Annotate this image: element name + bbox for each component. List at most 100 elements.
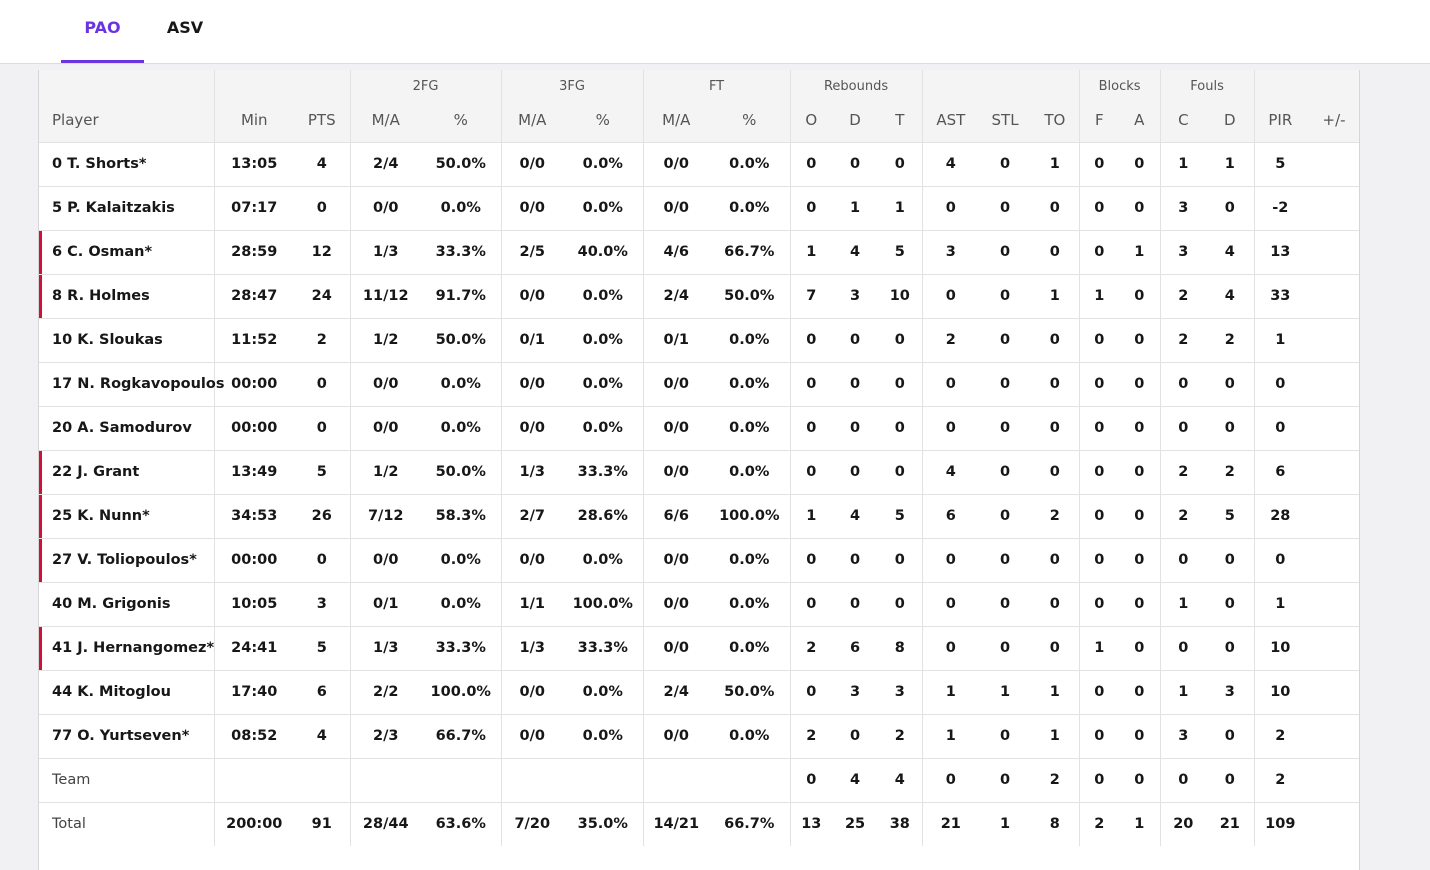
cell-pir: 33 bbox=[1253, 274, 1307, 318]
cell-stl: 0 bbox=[1000, 288, 1011, 304]
tab-pao[interactable]: PAO bbox=[61, 0, 144, 63]
cell-pts: 4 bbox=[316, 156, 327, 172]
cell-reb-t: 0 bbox=[894, 156, 905, 172]
cell-pir: 109 bbox=[1253, 802, 1307, 846]
cell-3fg-ma: 2/5 bbox=[500, 230, 564, 274]
cell-3fg-pct bbox=[563, 758, 643, 802]
cell-player[interactable]: 40 M. Grigonis bbox=[52, 596, 171, 612]
cell-pir: 5 bbox=[1253, 142, 1307, 186]
cell-stl: 0 bbox=[1000, 156, 1011, 172]
cell-2fg-ma: 1/3 bbox=[349, 626, 421, 670]
cell-plus-minus bbox=[1306, 318, 1359, 362]
column-header-stl: STL bbox=[991, 110, 1019, 129]
cell-blk-a: 0 bbox=[1134, 332, 1145, 348]
cell-2fg-pct: 58.3% bbox=[435, 508, 486, 524]
cell-ft-ma: 2/4 bbox=[642, 670, 710, 714]
cell-pts: 0 bbox=[316, 420, 327, 436]
cell-2fg-pct: 33.3% bbox=[435, 640, 486, 656]
column-header-reb-t: T bbox=[895, 110, 905, 129]
cell-ft-ma: 0/0 bbox=[642, 142, 710, 186]
column-header-ft-ma: M/A bbox=[642, 102, 710, 142]
column-header-3fg-ma: M/A bbox=[500, 102, 564, 142]
cell-player[interactable]: 10 K. Sloukas bbox=[52, 332, 163, 348]
cell-to: 0 bbox=[1049, 596, 1060, 612]
cell-pts: 0 bbox=[316, 376, 327, 392]
cell-min: 08:52 bbox=[213, 714, 294, 758]
player-row: 44 K. Mitoglou 17:40 6 2/2 100.0% 0/0 0.0% 2/4 5… bbox=[39, 670, 1359, 714]
cell-pir: 1 bbox=[1253, 582, 1307, 626]
cell-blk-a: 0 bbox=[1134, 288, 1145, 304]
tab-asv[interactable]: ASV bbox=[166, 18, 204, 37]
cell-player[interactable]: 41 J. Hernangomez* bbox=[39, 626, 214, 670]
cell-player[interactable]: 44 K. Mitoglou bbox=[52, 684, 171, 700]
boxscore-table: 2FG 3FG FT Rebounds Blocks Fouls Player … bbox=[39, 70, 1359, 846]
cell-2fg-pct: 0.0% bbox=[440, 376, 481, 392]
cell-2fg-ma: 2/3 bbox=[349, 714, 421, 758]
cell-ast: 2 bbox=[921, 318, 980, 362]
cell-blk-a: 0 bbox=[1134, 596, 1145, 612]
cell-to: 1 bbox=[1049, 728, 1060, 744]
cell-player[interactable]: 0 T. Shorts* bbox=[52, 156, 147, 172]
cell-reb-d: 25 bbox=[844, 816, 866, 833]
cell-stl: 0 bbox=[1000, 332, 1011, 348]
cell-stl: 0 bbox=[1000, 552, 1011, 568]
cell-player[interactable]: 6 C. Osman* bbox=[39, 230, 214, 274]
cell-player[interactable]: 22 J. Grant bbox=[39, 450, 214, 494]
cell-to: 0 bbox=[1049, 552, 1060, 568]
cell-pts: 2 bbox=[316, 332, 327, 348]
cell-to: 0 bbox=[1049, 244, 1060, 260]
cell-stl: 0 bbox=[1000, 772, 1011, 788]
boxscore-card: 2FG 3FG FT Rebounds Blocks Fouls Player … bbox=[38, 70, 1360, 870]
cell-2fg-ma: 11/12 bbox=[349, 274, 421, 318]
cell-ft-pct: 0.0% bbox=[729, 552, 770, 568]
cell-ast: 3 bbox=[921, 230, 980, 274]
cell-min: 200:00 bbox=[213, 802, 294, 846]
cell-blk-a: 0 bbox=[1134, 156, 1145, 172]
cell-ft-ma: 0/0 bbox=[642, 538, 710, 582]
cell-3fg-pct: 0.0% bbox=[582, 420, 623, 436]
cell-2fg-ma: 1/2 bbox=[349, 318, 421, 362]
cell-ast: 0 bbox=[921, 538, 980, 582]
cell-pts bbox=[294, 758, 350, 802]
cell-min: 24:41 bbox=[213, 626, 294, 670]
player-row: 20 A. Samodurov 00:00 0 0/0 0.0% 0/0 0.0% 0/0 0.… bbox=[39, 406, 1359, 450]
cell-to: 2 bbox=[1049, 772, 1060, 788]
cell-pts: 26 bbox=[311, 508, 332, 524]
column-header-plus-minus: +/- bbox=[1322, 110, 1346, 129]
cell-3fg-ma: 0/0 bbox=[500, 406, 564, 450]
cell-min: 28:47 bbox=[213, 274, 294, 318]
cell-blk-f: 1 bbox=[1078, 274, 1120, 318]
cell-to: 0 bbox=[1049, 332, 1060, 348]
cell-plus-minus bbox=[1306, 142, 1359, 186]
cell-pts: 6 bbox=[316, 684, 327, 700]
cell-stl: 0 bbox=[1000, 376, 1011, 392]
cell-reb-d: 0 bbox=[850, 332, 861, 348]
cell-player[interactable]: 17 N. Rogkavopoulos bbox=[52, 376, 225, 392]
cell-plus-minus bbox=[1306, 406, 1359, 450]
cell-min: 13:49 bbox=[213, 450, 294, 494]
cell-blk-f: 0 bbox=[1078, 318, 1120, 362]
column-header-3fg-pct: % bbox=[595, 110, 610, 129]
cell-ft-ma: 0/0 bbox=[642, 714, 710, 758]
cell-player[interactable]: 27 V. Toliopoulos* bbox=[39, 538, 214, 582]
cell-player[interactable]: 8 R. Holmes bbox=[39, 274, 214, 318]
cell-player[interactable]: 25 K. Nunn* bbox=[39, 494, 214, 538]
cell-reb-o: 0 bbox=[789, 362, 833, 406]
cell-2fg-ma: 0/0 bbox=[349, 538, 421, 582]
cell-ft-pct: 0.0% bbox=[729, 640, 770, 656]
cell-player[interactable]: 77 O. Yurtseven* bbox=[52, 728, 190, 744]
cell-reb-d: 4 bbox=[850, 508, 861, 524]
cell-player[interactable]: 5 P. Kalaitzakis bbox=[52, 200, 175, 216]
cell-reb-t: 1 bbox=[894, 200, 905, 216]
cell-blk-f: 0 bbox=[1078, 362, 1120, 406]
cell-plus-minus bbox=[1306, 802, 1359, 846]
player-row: 6 C. Osman* 28:59 12 1/3 33.3% 2/5 40.0% 4/6 66.… bbox=[39, 230, 1359, 274]
cell-foul-d: 2 bbox=[1224, 464, 1235, 480]
cell-foul-c: 0 bbox=[1159, 538, 1207, 582]
cell-ft-ma: 14/21 bbox=[642, 802, 710, 846]
cell-3fg-ma: 1/3 bbox=[500, 450, 564, 494]
cell-3fg-pct: 0.0% bbox=[582, 684, 623, 700]
cell-pts: 0 bbox=[316, 200, 327, 216]
cell-player[interactable]: 20 A. Samodurov bbox=[52, 420, 192, 436]
cell-min: 00:00 bbox=[213, 362, 294, 406]
